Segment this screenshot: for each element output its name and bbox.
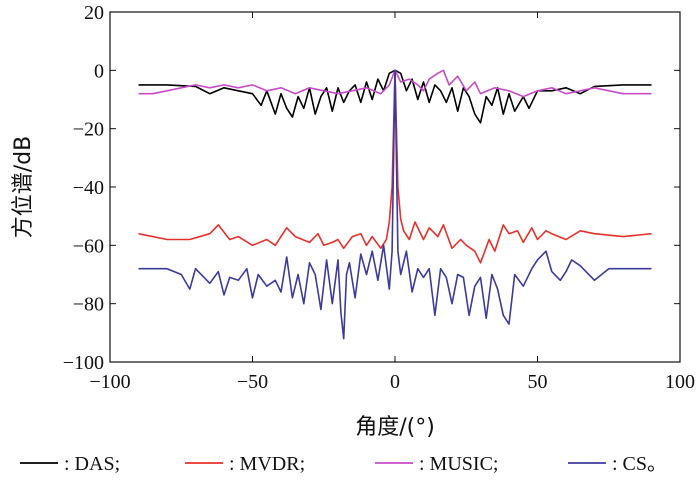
series-line-cs — [138, 69, 652, 340]
x-tick-label: 0 — [390, 371, 400, 393]
series-line-music — [138, 69, 652, 98]
y-tick-label: −20 — [73, 119, 104, 141]
legend-label-cs: : CS。 — [612, 453, 667, 475]
x-tick-label: −50 — [237, 371, 268, 393]
y-tick-label: −80 — [73, 294, 104, 316]
legend-label-das: : DAS; — [64, 453, 120, 475]
x-tick-label: 100 — [665, 371, 695, 393]
legend: : DAS; : MVDR; : MUSIC; : CS。 — [20, 453, 667, 475]
y-tick-label: −60 — [73, 235, 104, 257]
plot-frame — [109, 11, 681, 363]
y-tick-label: −100 — [63, 352, 104, 374]
axes: −100 −50 0 50 100 20 0 −20 −40 −60 −80 −100 — [63, 2, 695, 393]
series-layer — [138, 69, 652, 340]
legend-label-mvdr: : MVDR; — [229, 453, 305, 475]
y-tick-label: −40 — [73, 177, 104, 199]
y-tick-label: 0 — [94, 60, 104, 82]
series-line-mvdr — [138, 69, 652, 264]
y-axis-label: 方位谱/dB — [11, 136, 36, 238]
x-tick-label: 50 — [528, 371, 548, 393]
y-tick-label: 20 — [84, 2, 104, 24]
x-tick-label: −100 — [89, 371, 130, 393]
x-axis-label: 角度/(°) — [355, 415, 435, 440]
legend-label-music: : MUSIC; — [419, 453, 498, 475]
